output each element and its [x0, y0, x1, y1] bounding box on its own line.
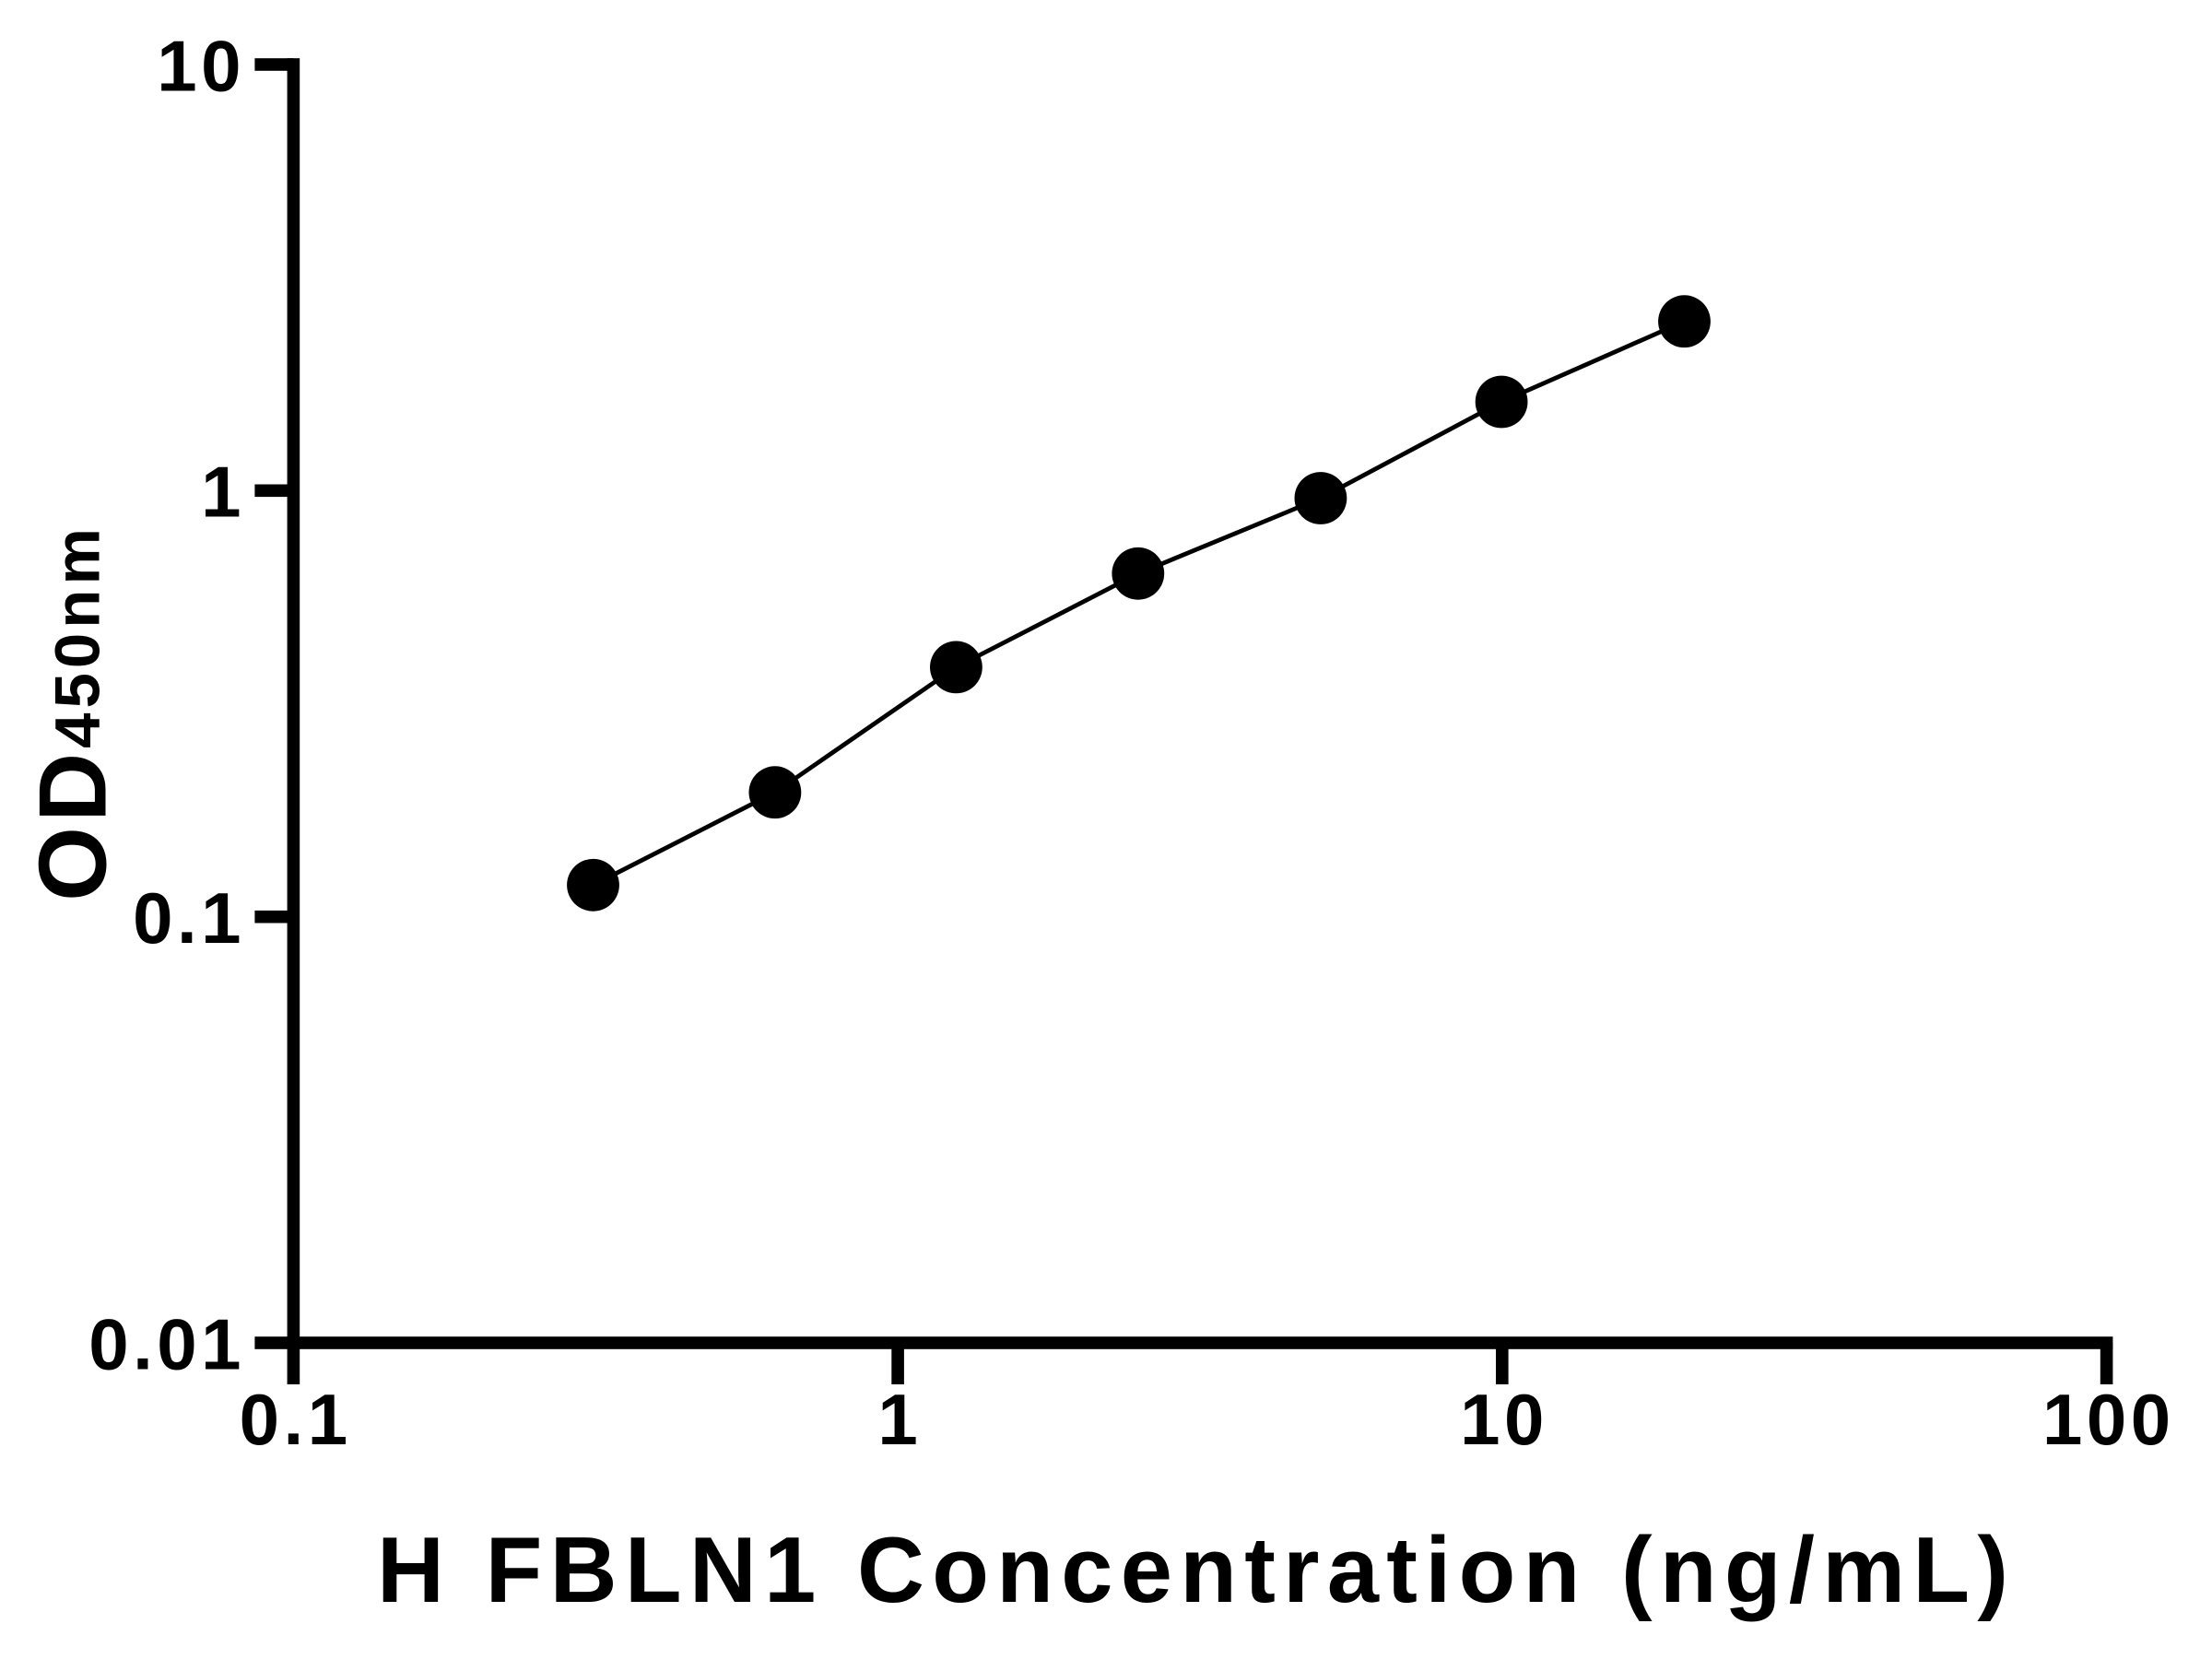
svg-text:0.1: 0.1 [133, 877, 245, 959]
svg-text:10: 10 [1460, 1379, 1548, 1460]
svg-text:1: 1 [201, 452, 245, 533]
svg-text:H FBLN1 Concentration (ng/mL): H FBLN1 Concentration (ng/mL) [377, 1519, 2016, 1622]
svg-text:1: 1 [877, 1379, 922, 1460]
svg-text:0.1: 0.1 [240, 1379, 352, 1460]
svg-text:0.01: 0.01 [88, 1303, 245, 1384]
svg-text:100: 100 [2042, 1379, 2175, 1460]
svg-text:10: 10 [157, 25, 245, 106]
